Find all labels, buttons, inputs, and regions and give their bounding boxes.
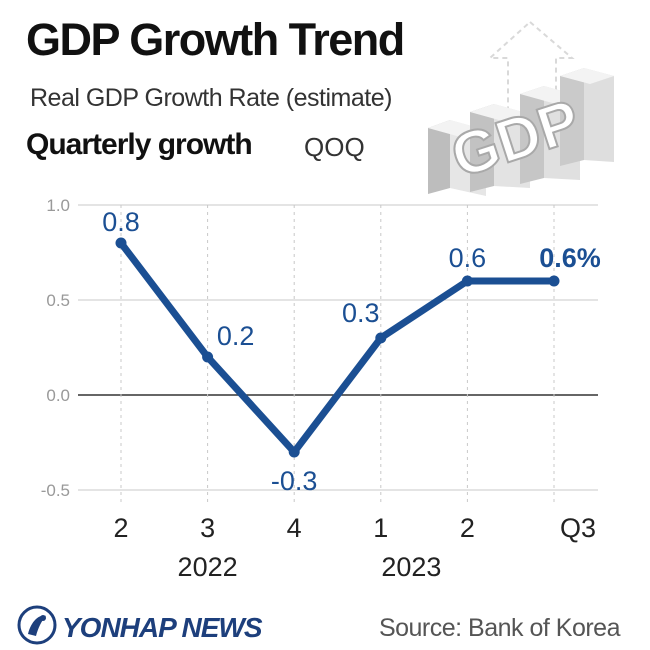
data-label: 0.2 — [217, 321, 255, 351]
x-tick-label: 1 — [373, 513, 388, 543]
data-point — [548, 275, 560, 287]
page-title: GDP Growth Trend — [26, 14, 405, 65]
data-label: -0.3 — [271, 466, 318, 496]
year-label: 2023 — [381, 552, 441, 582]
section-unit: QOQ — [304, 132, 365, 162]
y-tick-label: -0.5 — [41, 481, 70, 500]
x-tick-label: Q3 — [560, 513, 596, 543]
data-label: 0.6 — [449, 243, 487, 273]
section-title: Quarterly growth — [26, 128, 253, 161]
data-point — [288, 446, 300, 458]
data-point — [375, 332, 387, 344]
page-subtitle: Real GDP Growth Rate (estimate) — [30, 84, 392, 112]
x-tick-label: 2 — [113, 513, 128, 543]
data-point — [115, 237, 127, 249]
data-point — [461, 275, 473, 287]
series-layer — [115, 237, 560, 458]
gdp-graphic-icon: GDP — [428, 20, 614, 196]
x-tick-label: 4 — [287, 513, 302, 543]
data-label: 0.8 — [102, 207, 140, 237]
yonhap-logo-icon — [17, 605, 57, 645]
x-tick-label: 2 — [460, 513, 475, 543]
data-label: 0.6% — [539, 243, 601, 273]
brand-name: YONHAP NEWS — [62, 612, 263, 643]
x-tick-label: 3 — [200, 513, 215, 543]
gdp-bars — [428, 68, 614, 196]
y-tick-label: 1.0 — [46, 196, 70, 215]
year-label: 2022 — [178, 552, 238, 582]
label-layer: 0.8 0.2 -0.3 0.3 0.6 0.6% — [102, 207, 601, 496]
data-point — [202, 351, 214, 363]
source-text: Source: Bank of Korea — [378, 614, 621, 642]
y-tick-label: 0.5 — [46, 291, 70, 310]
data-label: 0.3 — [342, 298, 380, 328]
series-line — [117, 239, 558, 456]
y-tick-label: 0.0 — [46, 386, 70, 405]
grid-layer: 1.0 0.5 0.0 -0.5 2 3 4 1 2 Q3 2022 2023 — [41, 196, 598, 582]
